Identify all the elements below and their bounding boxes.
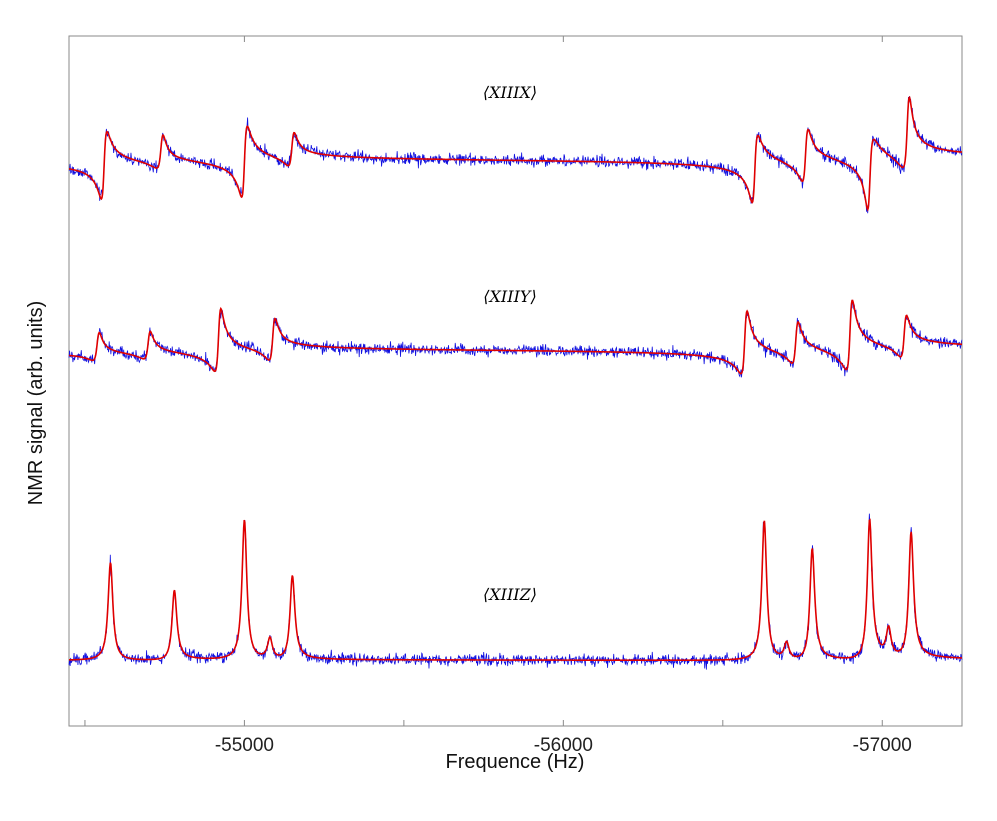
series-layer [68,95,963,670]
panel-label-xiiix: ⟨XIIIX⟩ [483,83,537,102]
panel-label-xiiiz: ⟨XIIIZ⟩ [483,585,537,604]
x-tick-label: -57000 [853,735,912,756]
panel-label-xiiiy: ⟨XIIIY⟩ [483,287,536,306]
plot-area-frame [68,35,963,727]
fit-series-line [68,299,963,375]
x-ticks: -55000 -56000 -57000 [84,36,912,756]
fit-series-line [68,95,963,212]
y-axis-label: NMR signal (arb. units) [25,301,47,506]
x-axis-label: Frequence (Hz) [446,751,585,773]
x-tick-label: -55000 [215,735,274,756]
x-tick-label: -56000 [534,735,593,756]
fit-series-line [68,518,963,662]
